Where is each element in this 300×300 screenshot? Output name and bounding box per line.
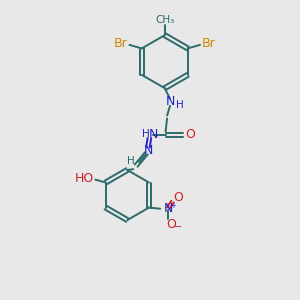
Text: +: + <box>170 203 176 209</box>
Text: N: N <box>164 202 173 215</box>
Text: HO: HO <box>75 172 94 185</box>
Text: N: N <box>143 144 153 158</box>
Text: H: H <box>127 157 135 166</box>
Text: N: N <box>148 128 158 141</box>
Text: −: − <box>173 222 181 232</box>
Text: O: O <box>185 128 195 141</box>
Text: N: N <box>165 94 175 108</box>
Text: H: H <box>176 100 183 110</box>
Text: Br: Br <box>114 37 128 50</box>
Text: CH₃: CH₃ <box>156 15 175 25</box>
Text: O: O <box>166 218 176 231</box>
Text: O: O <box>173 191 183 204</box>
Text: Br: Br <box>202 37 216 50</box>
Text: H: H <box>142 128 150 139</box>
